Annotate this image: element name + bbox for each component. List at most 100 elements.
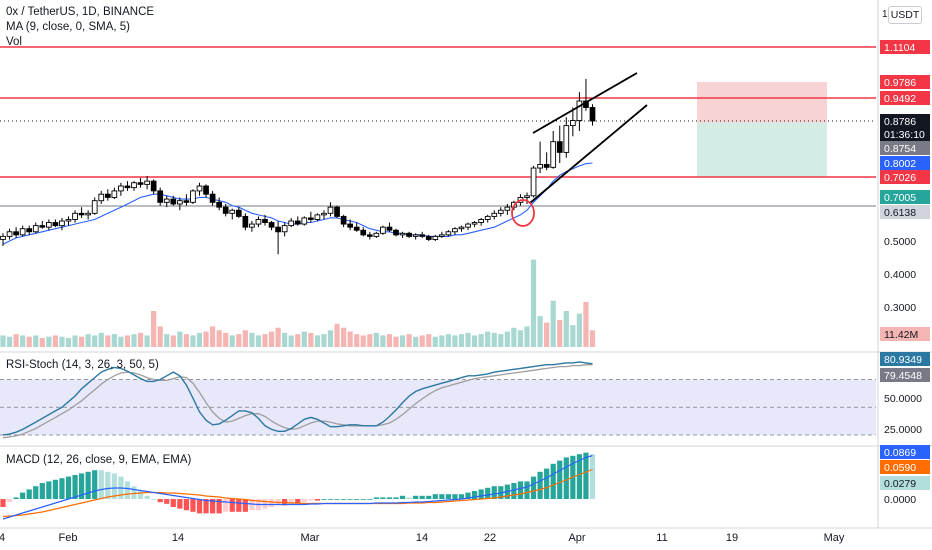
candle-body: [432, 235, 439, 240]
volume-bar: [85, 334, 91, 347]
volume-bar: [216, 330, 222, 347]
macd-histogram-bar: [314, 499, 320, 501]
price-label-bg: [880, 114, 930, 128]
volume-bar: [124, 335, 131, 347]
candle: [537, 141, 543, 174]
candle-body: [393, 229, 399, 236]
volume-bar: [190, 335, 196, 347]
candle-body: [412, 234, 419, 237]
candle: [327, 202, 334, 217]
volume-bar: [511, 327, 517, 347]
price-label-bg: [880, 127, 930, 141]
volume-bar: [380, 335, 386, 347]
currency-button[interactable]: USDT: [888, 6, 922, 24]
candle-body: [524, 195, 530, 198]
candle: [91, 197, 98, 215]
candle-body: [157, 190, 164, 203]
macd-line: [2, 455, 593, 520]
macd-histogram-bar: [151, 499, 157, 500]
candle-body: [589, 107, 596, 122]
time-axis-label: Feb: [59, 532, 78, 544]
candle-body: [471, 222, 478, 225]
macd-value-label: 0.0869: [880, 445, 930, 459]
candle-body: [321, 212, 327, 216]
candle-body: [478, 219, 485, 223]
candle: [543, 152, 550, 171]
volume-bar: [242, 330, 248, 347]
signal-value-label: 0.0590: [880, 460, 930, 474]
volume-bar: [236, 334, 242, 347]
macd-histogram-bar: [183, 499, 189, 511]
macd-histogram-bar: [210, 499, 216, 514]
macd-signal-line: [2, 468, 593, 518]
volume-bar: [79, 336, 85, 347]
candle: [412, 233, 419, 240]
price-label-text: 0.7005: [884, 192, 916, 204]
candle: [98, 190, 105, 204]
macd-histogram-bar: [530, 476, 537, 500]
volume-bar: [576, 313, 582, 347]
volume-bar: [170, 335, 176, 347]
volume-legend: Vol: [6, 36, 22, 48]
price-tick: 0.4000: [884, 269, 916, 281]
candle: [439, 231, 445, 238]
volume-bar: [288, 335, 294, 347]
volume-bar: [6, 336, 13, 347]
candle-body: [131, 182, 137, 189]
candle-body: [452, 228, 458, 233]
volume-bar: [327, 330, 334, 347]
volume-bar: [485, 331, 491, 347]
volume-bar: [491, 332, 497, 347]
time-axis-label: 11: [656, 532, 667, 544]
candle: [563, 117, 570, 158]
volume-bar: [282, 332, 288, 347]
stoch-d-line: [2, 364, 593, 439]
stoch-k-label-bg: [880, 352, 930, 366]
time-axis-label: 14: [416, 532, 428, 544]
candle-body: [190, 190, 196, 203]
histogram-value-label: 0.0279: [880, 476, 930, 490]
candle-body: [242, 215, 249, 228]
volume-bar: [432, 336, 438, 347]
candle: [209, 190, 216, 206]
candle-body: [327, 206, 334, 214]
volume-bar: [177, 331, 183, 347]
volume-bar: [570, 325, 576, 347]
candle-body: [216, 201, 223, 208]
price-label-text: 1.1104: [884, 42, 915, 54]
volume-value-label-text: 11.42M: [884, 329, 918, 341]
volume-bar: [301, 331, 307, 347]
volume-bar: [360, 335, 366, 347]
candle-body: [543, 164, 550, 168]
candle: [583, 78, 589, 111]
candle: [419, 231, 426, 238]
candle-body: [0, 235, 6, 240]
candle: [308, 211, 314, 223]
candle: [163, 195, 170, 208]
candle-body: [386, 226, 393, 231]
candle: [222, 203, 229, 217]
time-axis-label: 22: [484, 532, 496, 544]
volume-bar: [341, 327, 347, 347]
candle: [72, 210, 78, 223]
price-label-bg: [880, 205, 930, 219]
macd-histogram-bar: [563, 457, 569, 499]
price-label: 1.1104: [880, 40, 930, 54]
volume-bar: [52, 335, 58, 347]
macd-histogram-bar: [544, 468, 550, 500]
candle-body: [360, 229, 367, 236]
candle: [78, 207, 85, 218]
stoch-k-line: [2, 361, 593, 436]
candle-body: [183, 200, 190, 203]
volume-bar: [255, 335, 262, 347]
volume-value-label: 11.42M: [880, 327, 930, 341]
candle: [85, 210, 92, 220]
candle: [32, 222, 39, 234]
macd-histogram-bar: [0, 499, 6, 507]
price-label-text: 0.6138: [884, 207, 916, 219]
candle-body: [484, 215, 491, 220]
time-axis-label: Apr: [568, 532, 585, 544]
ma-legend: MA (9, close, 0, SMA, 5): [6, 21, 130, 33]
candle-body: [366, 234, 373, 237]
